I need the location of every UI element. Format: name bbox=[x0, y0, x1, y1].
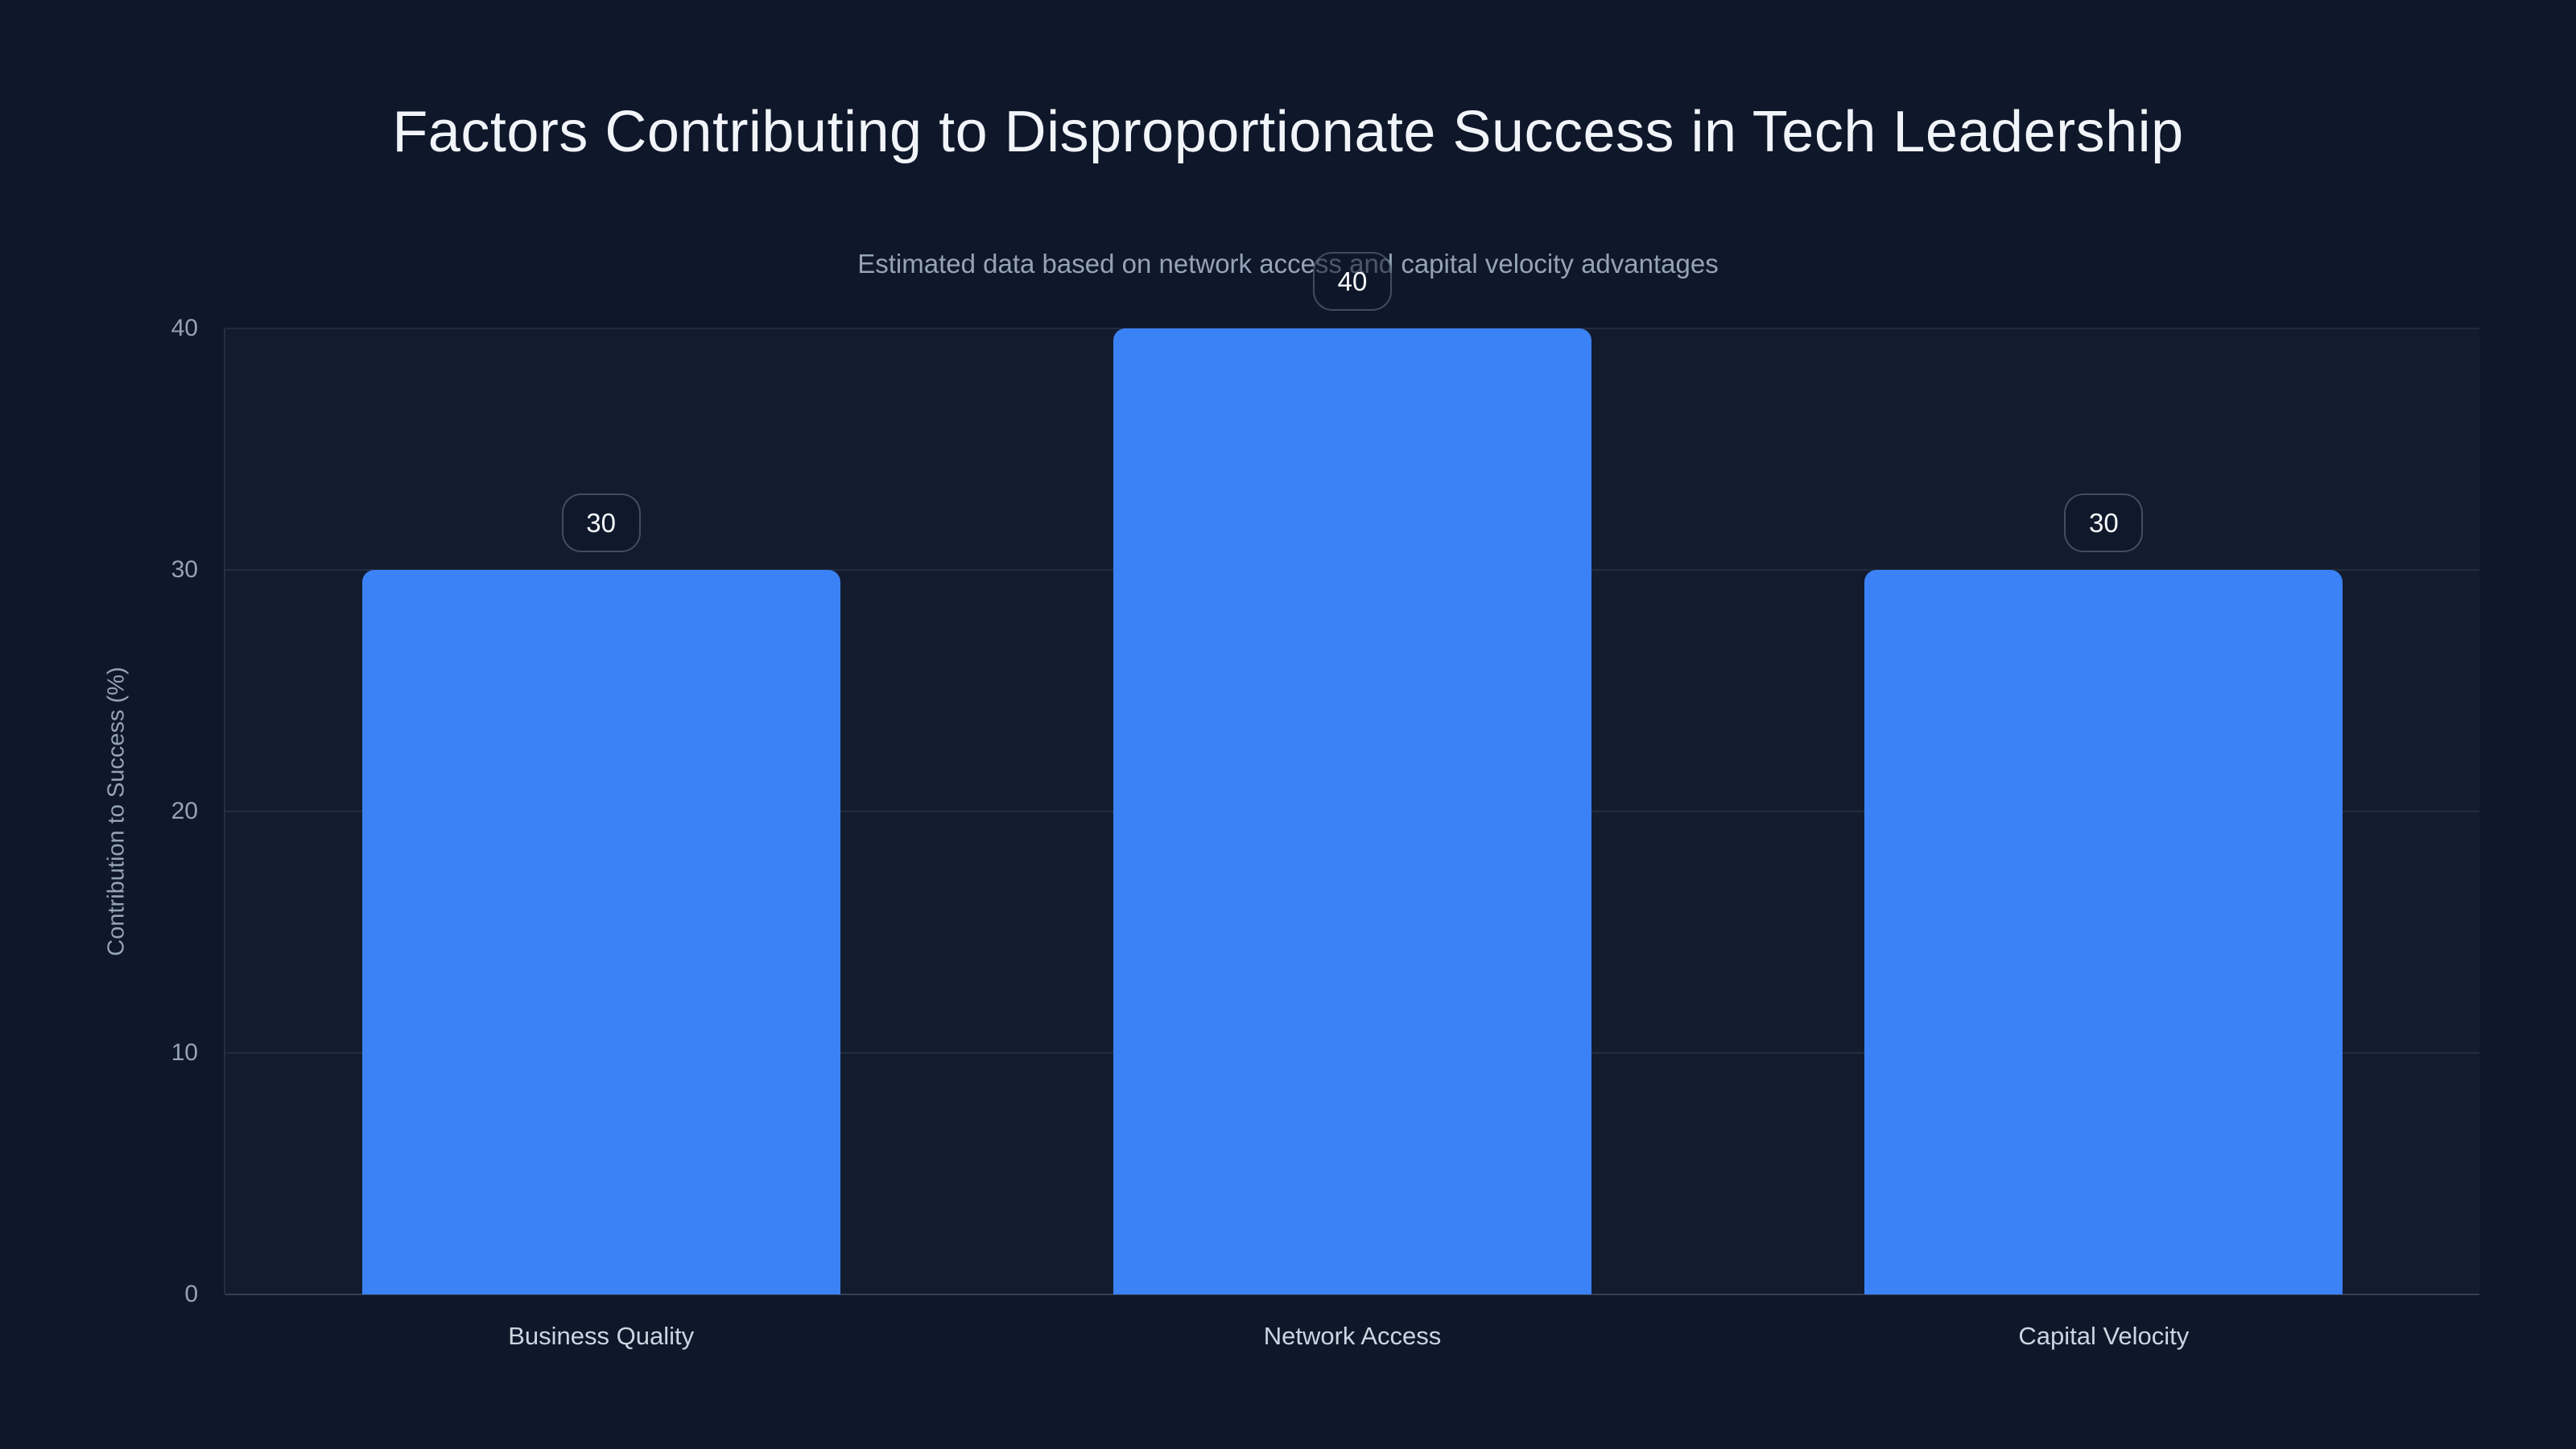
x-label-business-quality: Business Quality bbox=[508, 1322, 695, 1350]
chart-title: Factors Contributing to Disproportionate… bbox=[392, 100, 2184, 164]
y-tick-label-40: 40 bbox=[171, 315, 198, 341]
y-tick-label-0: 0 bbox=[184, 1281, 198, 1307]
x-label-capital-velocity: Capital Velocity bbox=[2018, 1322, 2190, 1350]
y-tick-label-10: 10 bbox=[171, 1039, 198, 1066]
bar-network-access[interactable] bbox=[1113, 328, 1591, 1294]
value-badge-capital-velocity: 30 bbox=[2064, 493, 2144, 552]
y-tick-label-20: 20 bbox=[171, 798, 198, 824]
value-badge-network-access: 40 bbox=[1313, 252, 1392, 311]
bar-capital-velocity[interactable] bbox=[1864, 570, 2343, 1294]
x-label-network-access: Network Access bbox=[1263, 1322, 1442, 1350]
y-tick-label-30: 30 bbox=[171, 556, 198, 583]
gridline-y-0 bbox=[225, 1294, 2479, 1295]
y-axis-line bbox=[224, 328, 225, 1294]
value-badge-business-quality: 30 bbox=[561, 493, 641, 552]
bar-business-quality[interactable] bbox=[361, 570, 840, 1294]
chart-subtitle: Estimated data based on network access a… bbox=[857, 249, 1719, 279]
